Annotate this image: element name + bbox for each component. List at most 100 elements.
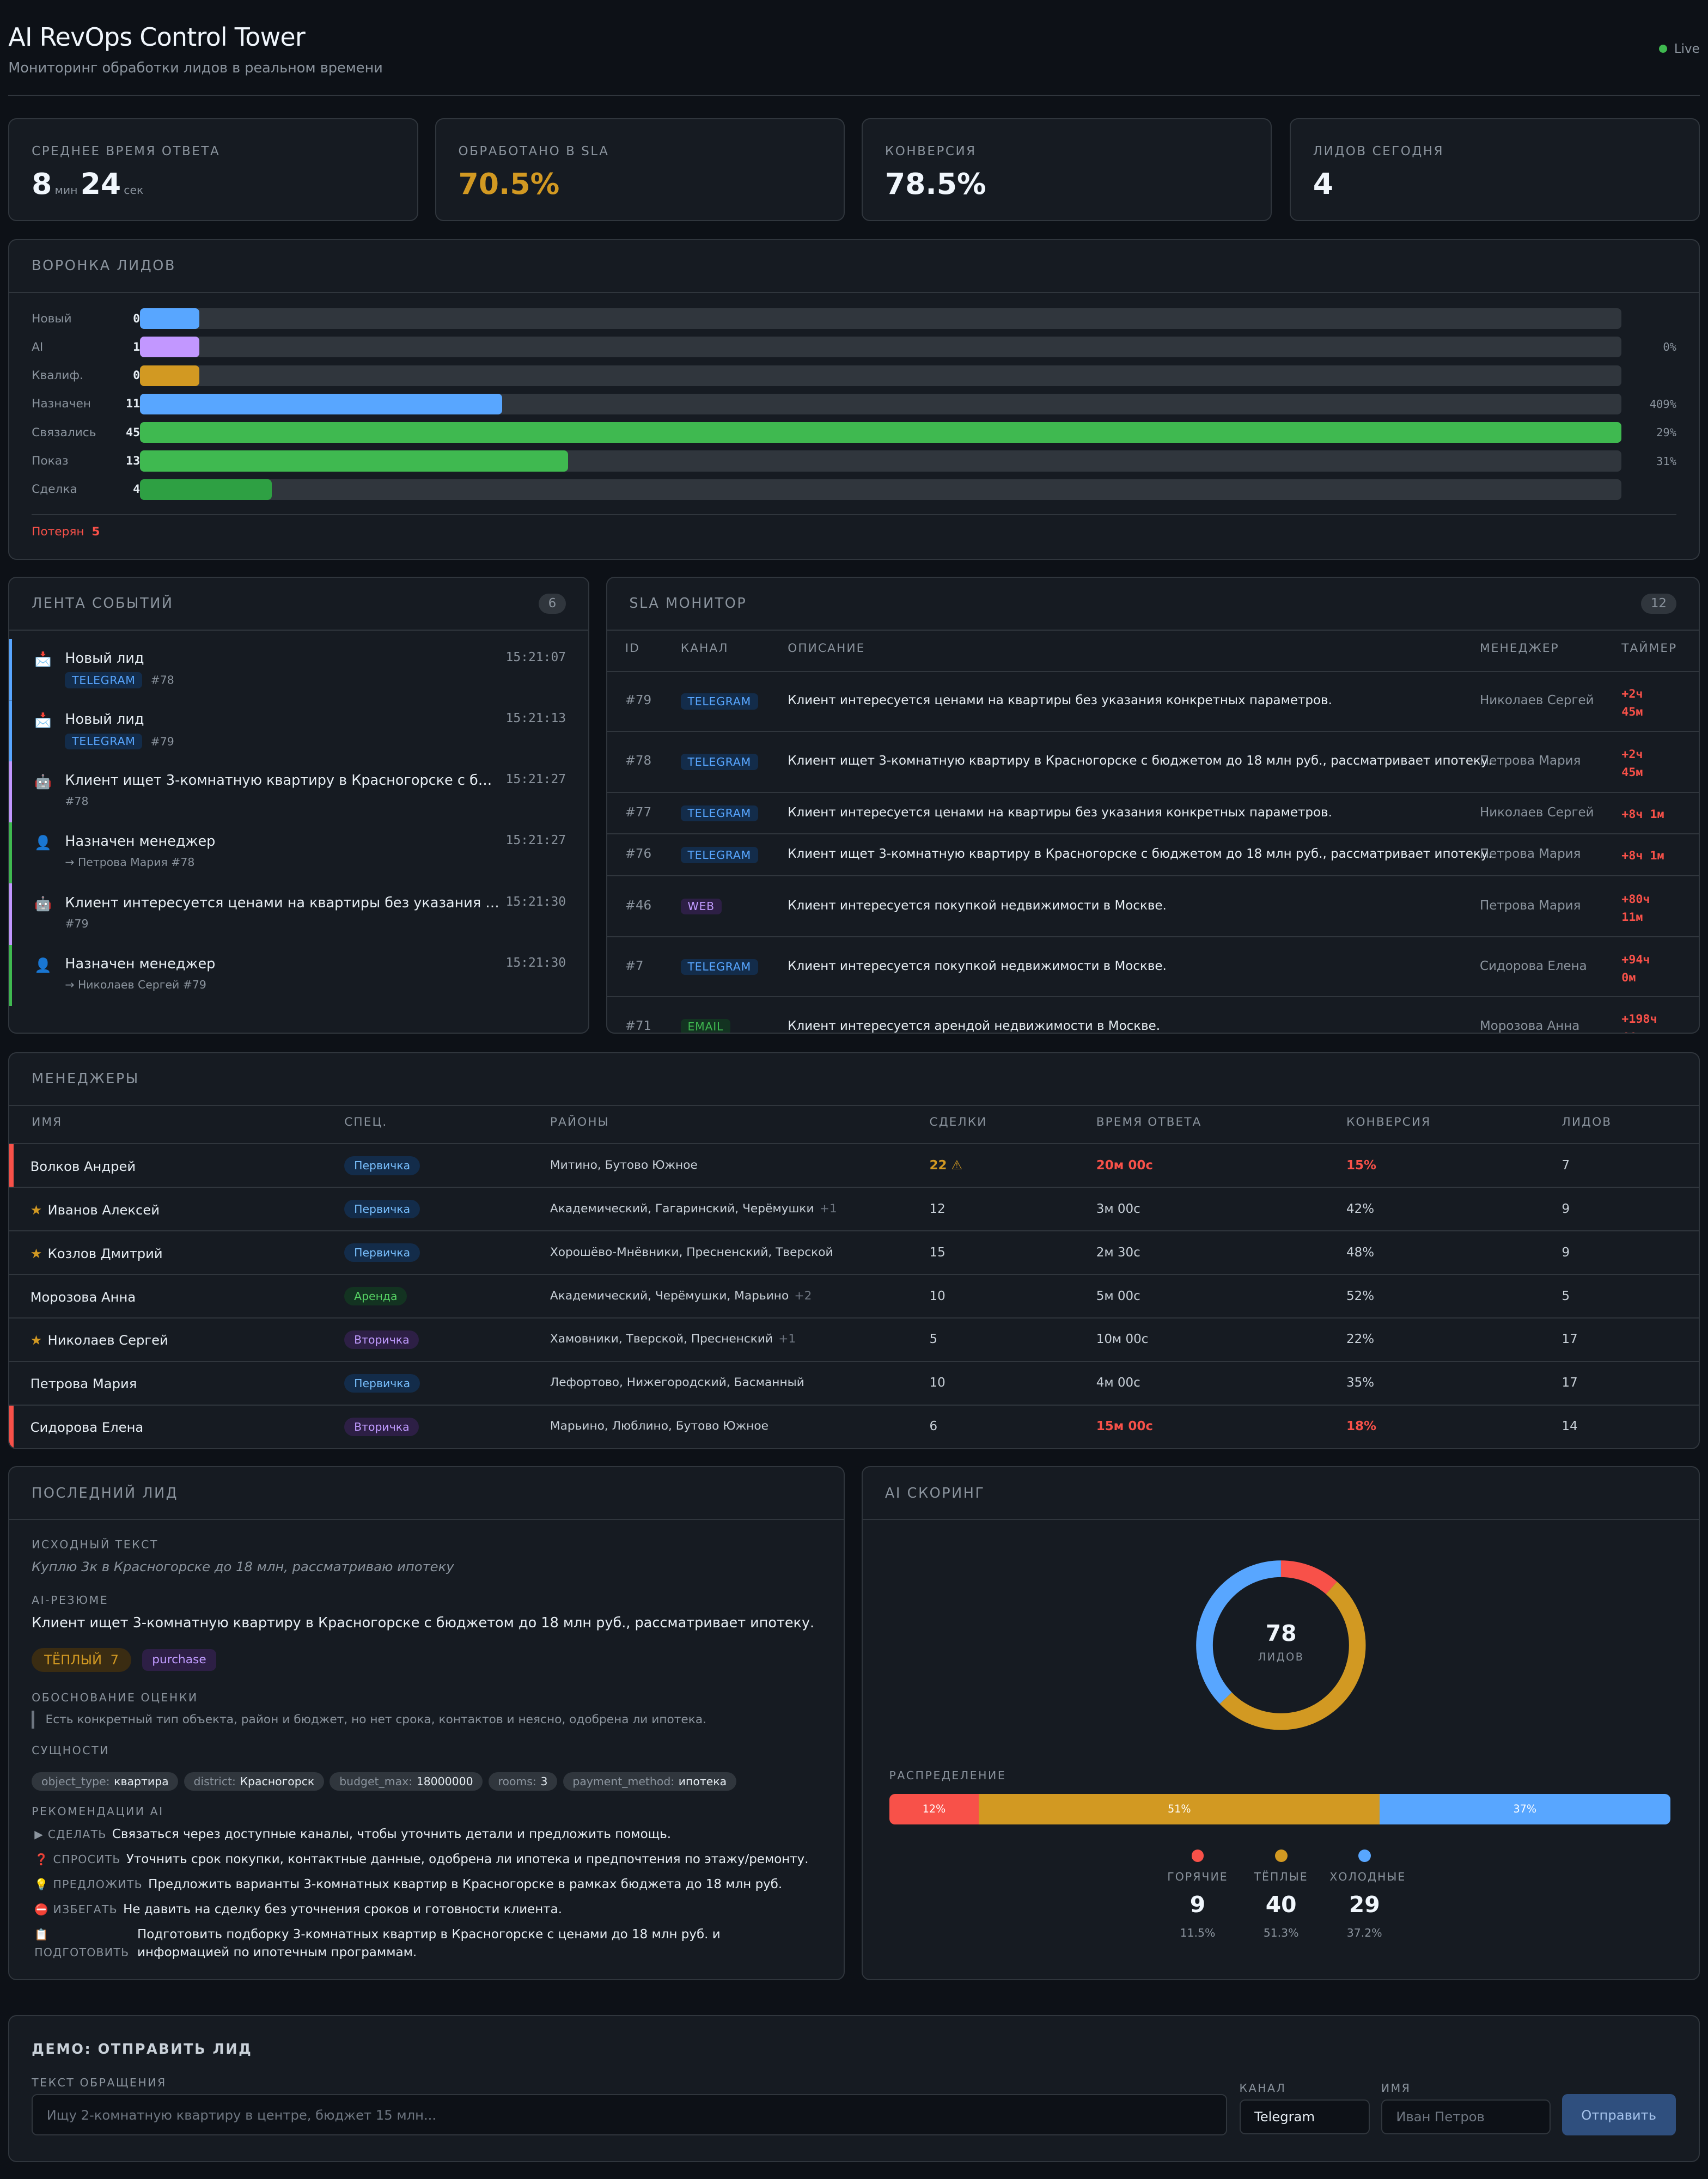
sla-row[interactable]: #77 TELEGRAM Клиент интересуется ценами на… xyxy=(607,791,1699,835)
inbox-icon: 📩 xyxy=(34,712,52,729)
rec-text: Предложить варианты 3-комнатных квартир … xyxy=(148,1877,783,1892)
event-item[interactable]: 📩 Новый лид TELEGRAM #79 15:21:13 xyxy=(9,700,588,761)
mgr-col-districts[interactable]: РАЙОНЫ xyxy=(550,1115,609,1130)
donut-segment-1 xyxy=(1196,1560,1366,1730)
event-item[interactable]: 👤 Назначен менеджер → Николаев Сергей #79 1… xyxy=(9,944,588,1006)
funnel-row[interactable]: Сделка 4 xyxy=(32,479,1676,501)
conversion-cell: 52% xyxy=(1346,1289,1375,1303)
legend-dot-icon xyxy=(1191,1849,1204,1862)
spec-pill: Вторичка xyxy=(344,1330,419,1349)
temperature-badge: ТЁПЛЫЙ 7 xyxy=(32,1647,131,1673)
donut-segment-2 xyxy=(1196,1560,1366,1730)
deals-cell: 6 xyxy=(929,1419,938,1434)
manager-row[interactable]: ★ Николаев Сергей Вторичка Хамовники, Тверс… xyxy=(9,1317,1699,1362)
entity-chip: district: Красногорск xyxy=(184,1772,325,1791)
funnel-bar-fill xyxy=(140,393,503,415)
kpi-seconds: 24 xyxy=(80,166,121,201)
funnel-stage-pct: 0% xyxy=(1663,340,1676,354)
funnel-row[interactable]: AI 1 0% xyxy=(32,337,1676,358)
rec-key-text: ПРЕДЛОЖИТЬ xyxy=(53,1878,143,1891)
sla-row[interactable]: #46 WEB Клиент интересуется покупкой недви… xyxy=(607,875,1699,937)
sla-row[interactable]: #79 TELEGRAM Клиент интересуется ценами на… xyxy=(607,670,1699,732)
demo-panel: ДЕМО: ОТПРАВИТЬ ЛИД ТЕКСТ ОБРАЩЕНИЯ Ищу … xyxy=(8,2015,1700,2163)
sla-row[interactable]: #7 TELEGRAM Клиент интересуется покупкой н… xyxy=(607,936,1699,997)
funnel-row[interactable]: Новый 0 xyxy=(32,308,1676,329)
kpi-label: ОБРАБОТАНО В SLA xyxy=(458,144,609,158)
sla-id: #76 xyxy=(625,847,652,862)
sla-row[interactable]: #78 TELEGRAM Клиент ищет 3-комнатную кварт… xyxy=(607,730,1699,793)
lead-text-input[interactable]: Ищу 2-комнатную квартиру в центре, бюдже… xyxy=(32,2093,1227,2136)
event-accent-bar xyxy=(9,944,13,1006)
funnel-row[interactable]: Назначен 11 409% xyxy=(32,393,1676,415)
manager-row[interactable]: Волков Андрей Первичка Митино, Бутово Южно… xyxy=(9,1143,1699,1188)
sla-manager: Николаев Сергей xyxy=(1479,805,1594,820)
kpi-conversion: КОНВЕРСИЯ 78.5% xyxy=(862,118,1272,221)
recommendation-item: 💡 ПРЕДЛОЖИТЬ Предложить варианты 3-комнатн… xyxy=(34,1876,813,1894)
sla-row[interactable]: #76 TELEGRAM Клиент ищет 3-комнатную кварт… xyxy=(607,833,1699,876)
funnel-row[interactable]: Показ 13 31% xyxy=(32,450,1676,472)
manager-row[interactable]: Петрова Мария Первичка Лефортово, Нижегоро… xyxy=(9,1360,1699,1405)
event-sub: #79 xyxy=(65,917,89,930)
manager-row[interactable]: ★ Козлов Дмитрий Первичка Хорошёво-Мнёвники… xyxy=(9,1230,1699,1274)
legend-dot-icon xyxy=(1358,1849,1371,1862)
manager-row[interactable]: Морозова Анна Аренда Академический, Черёму… xyxy=(9,1274,1699,1318)
sla-timer: +2ч 45м xyxy=(1621,685,1643,721)
leads-cell: 17 xyxy=(1561,1376,1578,1390)
manager-name-text: Козлов Дмитрий xyxy=(47,1245,163,1261)
mgr-col-leads[interactable]: ЛИДОВ xyxy=(1561,1115,1612,1130)
sla-col-desc[interactable]: ОПИСАНИЕ xyxy=(788,642,865,656)
event-item[interactable]: 📩 Новый лид TELEGRAM #78 15:21:07 xyxy=(9,639,588,700)
submit-button[interactable]: Отправить xyxy=(1561,2093,1676,2136)
mgr-col-spec[interactable]: СПЕЦ. xyxy=(344,1115,388,1130)
kpi-value: 70.5% xyxy=(458,166,560,201)
spec-pill: Первичка xyxy=(344,1200,420,1219)
mgr-col-name[interactable]: ИМЯ xyxy=(32,1115,63,1130)
mgr-col-response[interactable]: ВРЕМЯ ОТВЕТА xyxy=(1096,1115,1202,1130)
name-input[interactable]: Иван Петров xyxy=(1381,2099,1551,2134)
sla-row[interactable]: #71 EMAIL Клиент интересуется арендой недв… xyxy=(607,996,1699,1033)
funnel-row[interactable]: Связались 45 29% xyxy=(32,422,1676,443)
event-title: Новый лид xyxy=(65,650,144,667)
funnel-bar-fill xyxy=(140,479,272,501)
mgr-col-conversion[interactable]: КОНВЕРСИЯ xyxy=(1346,1115,1431,1130)
event-time: 15:21:27 xyxy=(505,833,566,848)
legend-name: ХОЛОДНЫЕ xyxy=(1329,1870,1406,1883)
spec-cell: Первичка xyxy=(344,1156,420,1175)
sla-col-channel[interactable]: КАНАЛ xyxy=(680,642,729,656)
funnel-stage-count: 13 xyxy=(126,454,141,468)
sla-col-manager[interactable]: МЕНЕДЖЕР xyxy=(1479,642,1559,656)
mgr-col-deals[interactable]: СДЕЛКИ xyxy=(929,1115,987,1130)
funnel-stage-count: 45 xyxy=(126,425,141,440)
event-item[interactable]: 🤖 Клиент ищет 3-комнатную квартиру в Крас… xyxy=(9,761,588,823)
funnel-stage-label: AI xyxy=(32,340,44,354)
clipboard-icon: 📋 xyxy=(34,1928,49,1942)
conversion-cell: 42% xyxy=(1346,1201,1375,1216)
leads-cell: 9 xyxy=(1561,1201,1570,1216)
event-item[interactable]: 🤖 Клиент интересуется ценами на квартиры … xyxy=(9,883,588,945)
event-meta: #78 xyxy=(65,795,88,808)
entity-chip: rooms: 3 xyxy=(488,1772,558,1791)
sla-id: #7 xyxy=(625,959,644,973)
manager-row[interactable]: Сидорова Елена Вторичка Марьино, Люблино, … xyxy=(9,1404,1699,1449)
manager-row[interactable]: ★ Иванов Алексей Первичка Академический, Га… xyxy=(9,1187,1699,1231)
channel-select[interactable]: Telegram xyxy=(1239,2099,1370,2134)
recommendation-item: ⛔ ИЗБЕГАТЬ Не давить на сделку без уточнен… xyxy=(34,1901,813,1919)
districts-cell: Академический, Гагаринский, Черёмушки +1 xyxy=(550,1202,837,1216)
spec-pill: Первичка xyxy=(344,1374,420,1393)
channel-tag: TELEGRAM xyxy=(65,733,143,749)
source-label: ИСХОДНЫЙ ТЕКСТ xyxy=(32,1538,158,1552)
sla-manager: Сидорова Елена xyxy=(1479,959,1587,973)
conversion-cell: 15% xyxy=(1346,1158,1376,1173)
spec-pill: Аренда xyxy=(344,1286,407,1306)
distribution-segment: 51% xyxy=(979,1793,1380,1824)
funnel-row[interactable]: Квалиф. 0 xyxy=(32,365,1676,386)
sla-col-timer[interactable]: ТАЙМЕР xyxy=(1621,642,1677,656)
donut-total-label: ЛИДОВ xyxy=(1258,1650,1304,1663)
event-item[interactable]: 👤 Назначен менеджер → Петрова Мария #78 15:… xyxy=(9,822,588,884)
response-time-cell: 10м 00с xyxy=(1096,1332,1149,1347)
sla-col-id[interactable]: ID xyxy=(625,642,640,656)
robot-icon: 🤖 xyxy=(34,773,52,790)
text-field-label: ТЕКСТ ОБРАЩЕНИЯ xyxy=(32,2076,167,2089)
sla-timer-minutes: 44м xyxy=(1621,1028,1657,1033)
